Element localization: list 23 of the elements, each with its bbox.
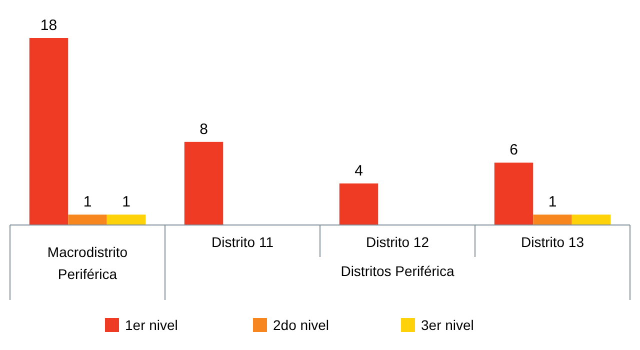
data-label: 8 [200,120,208,138]
x-tick-label: Distrito 13 [520,234,584,250]
data-label: 18 [40,17,58,34]
bar [572,214,611,225]
x-tick-label: Macrodistrito Periférica [47,244,128,282]
legend-label: 1er nivel [125,317,178,333]
data-label: 4 [354,162,363,180]
bar [106,214,146,225]
data-label: 1 [548,194,557,211]
text: Distritos Periférica [340,263,454,279]
bar [29,38,68,225]
data-label: 6 [510,142,518,159]
x-tick-label: Distrito 11 [212,234,274,250]
bar [339,183,378,225]
bar [533,214,572,225]
bar [68,214,107,225]
legend-label: 2do nivel [273,317,330,333]
bar [184,142,224,225]
data-label: 1 [83,194,92,211]
x-tick-label: Distrito 12 [366,234,430,250]
legend-label: 3er nivel [421,317,474,333]
bar [494,162,534,225]
data-label: 1 [122,194,130,211]
